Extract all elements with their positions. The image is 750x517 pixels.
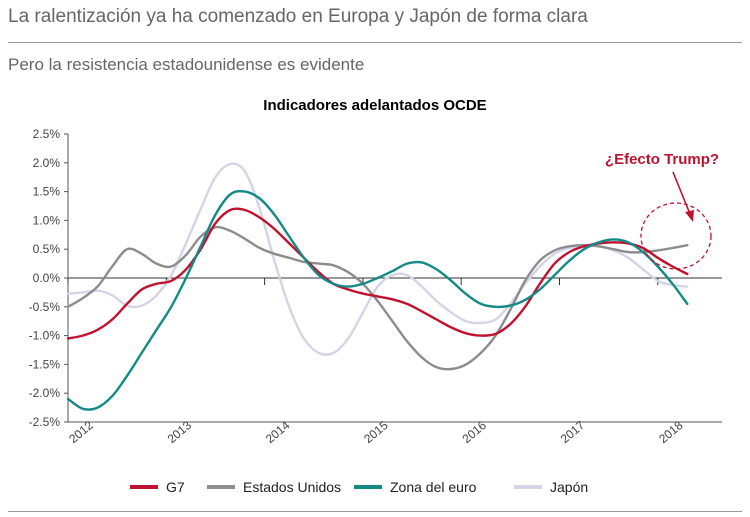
y-tick-label: 2.0%: [33, 156, 61, 170]
legend-label: Zona del euro: [390, 479, 477, 495]
subtitle: Pero la resistencia estadounidense es ev…: [8, 55, 365, 74]
series-line-zona-del-euro: [66, 189, 689, 411]
bottom-divider: [8, 511, 742, 512]
series-line-g7: [66, 207, 689, 340]
axes: 2.5% 2.0% 1.5% 1.0% 0.5% 0.0% -0.5% -1.0% -1.5% -…: [29, 127, 722, 446]
top-divider: [8, 42, 742, 43]
y-tick-label: -1.0%: [29, 329, 61, 343]
y-tick-label: 1.5%: [33, 185, 61, 199]
legend-label: G7: [166, 479, 185, 495]
annotation-arrow: [672, 171, 691, 215]
series-line-estados-unidos: [66, 225, 689, 371]
legend: G7 Estados Unidos Zona del euro Japón: [130, 479, 588, 495]
y-tick-label: 1.0%: [33, 213, 61, 227]
y-tick-label: -2.5%: [29, 415, 61, 429]
y-tick-label: 2.5%: [33, 127, 61, 141]
y-tick-label: 0.0%: [33, 271, 61, 285]
annotation-arrowhead: [685, 210, 694, 222]
series-lines: [66, 162, 689, 411]
series-line-japón: [66, 162, 689, 356]
legend-label: Japón: [550, 479, 588, 495]
chart-title: Indicadores adelantados OCDE: [263, 97, 486, 114]
y-tick-label: -0.5%: [29, 300, 61, 314]
y-tick-label: 0.5%: [33, 242, 61, 256]
annotation-label: ¿Efecto Trump?: [605, 151, 719, 168]
headline: La ralentización ya ha comenzado en Euro…: [8, 6, 588, 27]
legend-label: Estados Unidos: [243, 479, 341, 495]
annotation-circle: [640, 202, 712, 270]
trump-annotation: ¿Efecto Trump?: [605, 151, 719, 270]
y-tick-label: -2.0%: [29, 386, 61, 400]
y-tick-label: -1.5%: [29, 357, 61, 371]
